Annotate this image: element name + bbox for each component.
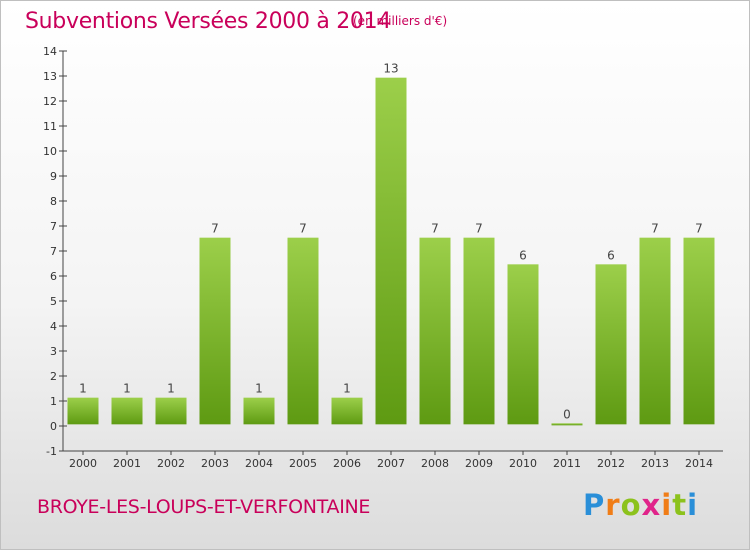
x-tick-label-2003: 2003 [201, 457, 229, 470]
bar-2004 [243, 397, 275, 425]
x-tick-label-2012: 2012 [597, 457, 625, 470]
chart-subtitle: (en milliers d'€) [353, 14, 448, 28]
value-label-2006: 1 [343, 382, 351, 396]
x-tick-label-2014: 2014 [685, 457, 713, 470]
bar-2012 [595, 264, 627, 425]
bar-2008 [419, 237, 451, 425]
value-label-2005: 7 [299, 222, 307, 236]
y-tick-label: 7 [50, 245, 57, 258]
value-label-2014: 7 [695, 222, 703, 236]
x-tick-label-2001: 2001 [113, 457, 141, 470]
y-tick-label: 1 [50, 395, 57, 408]
bar-2014 [683, 237, 715, 425]
x-tick-label-2008: 2008 [421, 457, 449, 470]
x-tick-label-2007: 2007 [377, 457, 405, 470]
y-tick-label: 10 [43, 145, 57, 158]
y-tick-label: 14 [43, 45, 57, 58]
value-label-2013: 7 [651, 222, 659, 236]
y-tick-label: 8 [50, 195, 57, 208]
x-tick-label-2000: 2000 [69, 457, 97, 470]
y-tick-label: -1 [46, 445, 57, 458]
value-label-2008: 7 [431, 222, 439, 236]
bar-2011 [551, 423, 583, 426]
x-tick-label-2004: 2004 [245, 457, 273, 470]
y-tick-label: 4 [50, 320, 57, 333]
bar-2007 [375, 77, 407, 425]
chart-title: Subventions Versées 2000 à 2014 [25, 9, 392, 34]
y-tick-label: 11 [43, 120, 57, 133]
x-tick-label-2005: 2005 [289, 457, 317, 470]
proxiti-logo: Proxiti [583, 488, 699, 522]
bars [67, 77, 715, 426]
bar-2002 [155, 397, 187, 425]
y-tick-label: 5 [50, 295, 57, 308]
bar-2006 [331, 397, 363, 425]
value-label-2000: 1 [79, 382, 87, 396]
bar-2003 [199, 237, 231, 425]
x-tick-label-2011: 2011 [553, 457, 581, 470]
x-tick-label-2013: 2013 [641, 457, 669, 470]
value-label-2012: 6 [607, 248, 615, 262]
value-label-2011: 0 [563, 407, 571, 421]
y-tick-label: 12 [43, 95, 57, 108]
y-tick-label: 2 [50, 370, 57, 383]
x-tick-label-2009: 2009 [465, 457, 493, 470]
y-tick-label: 6 [50, 270, 57, 283]
value-label-2007: 13 [383, 62, 398, 76]
bar-2001 [111, 397, 143, 425]
y-tick-label: 0 [50, 420, 57, 433]
value-label-2009: 7 [475, 222, 483, 236]
x-tick-label-2002: 2002 [157, 457, 185, 470]
commune-name: BROYE-LES-LOUPS-ET-VERFONTAINE [37, 496, 371, 518]
y-tick-label: 9 [50, 170, 57, 183]
y-tick-label: 7 [50, 220, 57, 233]
y-tick-label: 13 [43, 70, 57, 83]
x-tick-label-2010: 2010 [509, 457, 537, 470]
value-label-2001: 1 [123, 382, 131, 396]
bar-2000 [67, 397, 99, 425]
labels: 1 2000 1 2001 1 2002 7 2003 1 2004 7 2005 1 2006 13 200… [69, 62, 713, 470]
value-label-2010: 6 [519, 248, 527, 262]
bar-2005 [287, 237, 319, 425]
bar-2010 [507, 264, 539, 425]
bar-2009 [463, 237, 495, 425]
value-label-2004: 1 [255, 382, 263, 396]
value-label-2002: 1 [167, 382, 175, 396]
bar-2013 [639, 237, 671, 425]
y-tick-label: 3 [50, 345, 57, 358]
x-tick-label-2006: 2006 [333, 457, 361, 470]
value-label-2003: 7 [211, 222, 219, 236]
